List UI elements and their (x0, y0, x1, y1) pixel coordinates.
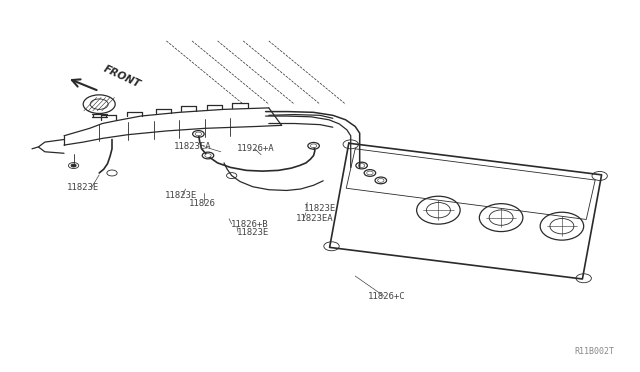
Text: 11823E: 11823E (304, 204, 336, 213)
Text: FRONT: FRONT (102, 64, 143, 90)
Circle shape (205, 154, 211, 157)
Text: 11823EA: 11823EA (296, 214, 333, 223)
Text: 11926+A: 11926+A (237, 144, 275, 153)
Text: 11826+B: 11826+B (230, 220, 268, 229)
Text: 11823E: 11823E (67, 183, 99, 192)
Text: 11826: 11826 (189, 199, 216, 208)
Circle shape (195, 132, 202, 136)
Circle shape (310, 144, 317, 148)
Text: R11B002T: R11B002T (575, 347, 614, 356)
Text: 11823E: 11823E (237, 228, 269, 237)
Text: 11823E: 11823E (165, 191, 197, 200)
Text: 11823EA: 11823EA (174, 142, 212, 151)
Circle shape (71, 164, 76, 167)
Text: 11826+C: 11826+C (368, 292, 406, 301)
